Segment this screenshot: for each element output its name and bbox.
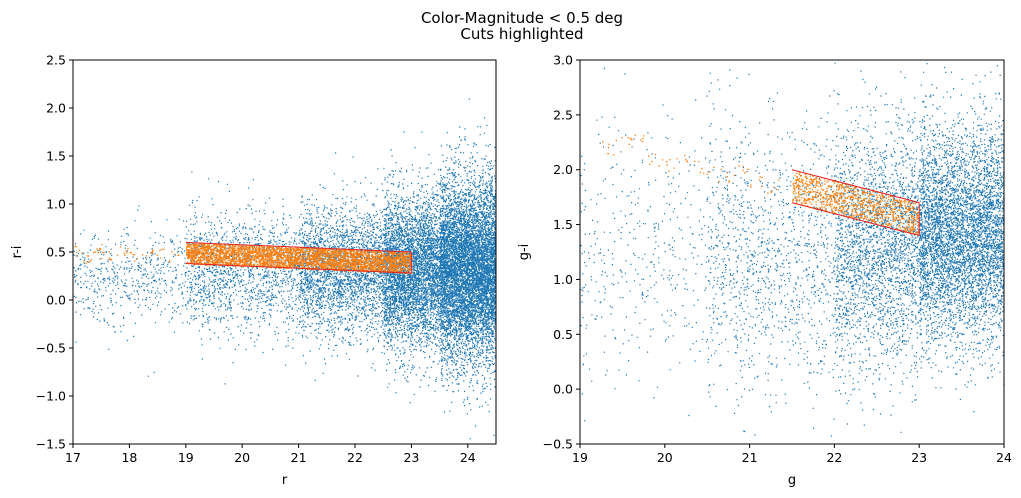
- y-tick-label: 0.5: [46, 245, 66, 260]
- y-tick-label: 2.5: [46, 53, 66, 68]
- y-tick-label: 2.0: [46, 101, 66, 116]
- x-tick-label: 21: [291, 450, 307, 465]
- cut-lower-line: [185, 263, 412, 274]
- cut-upper-line: [185, 241, 412, 253]
- x-tick-label: 20: [234, 450, 250, 465]
- y-tick-label: −0.5: [543, 437, 573, 452]
- figure-title-line2: Cuts highlighted: [460, 25, 583, 43]
- x-tick-label: 22: [347, 450, 363, 465]
- x-tick-label: 24: [460, 450, 476, 465]
- cut-upper-line: [791, 169, 920, 204]
- x-tick-label: 23: [403, 450, 419, 465]
- x-axis-label: g: [788, 473, 796, 488]
- x-tick-label: 17: [65, 450, 81, 465]
- y-tick-label: −1.5: [36, 437, 66, 452]
- y-tick-label: 1.0: [46, 197, 66, 212]
- y-tick-label: 1.0: [553, 272, 573, 287]
- y-tick-label: −0.5: [36, 341, 66, 356]
- y-axis-label: g-i: [517, 244, 532, 261]
- y-tick-label: 0.0: [46, 293, 66, 308]
- plot-area: [580, 62, 1004, 437]
- x-tick-label: 23: [911, 450, 927, 465]
- chart-right-g-vs-gi: 19 20 21 22 23 24 −0.5 0.0 0.5 1.0 1.5 2.0 2.5 3.0 g g-…: [517, 53, 1012, 489]
- y-axis-label: r-i: [10, 246, 25, 259]
- y-tick-label: 2.5: [553, 107, 573, 122]
- y-tick-label: −1.0: [36, 389, 66, 404]
- x-axis-label: r: [282, 473, 288, 488]
- x-tick-label: 21: [742, 450, 758, 465]
- y-tick-label: 1.5: [46, 149, 66, 164]
- x-tick-label: 20: [657, 450, 673, 465]
- plot-area: [73, 98, 496, 440]
- figure-title-line1: Color-Magnitude < 0.5 deg: [421, 9, 623, 27]
- selected-star-points: [74, 243, 413, 275]
- x-tick-label: 19: [572, 450, 588, 465]
- y-tick-label: 3.0: [553, 53, 573, 68]
- axes-frame: [579, 59, 1005, 445]
- y-tick-label: 0.5: [553, 327, 573, 342]
- cut-lower-line: [791, 202, 920, 237]
- y-tick-label: 1.5: [553, 217, 573, 232]
- x-tick-label: 18: [121, 450, 137, 465]
- y-tick-label: 2.0: [553, 162, 573, 177]
- x-tick-label: 22: [826, 450, 842, 465]
- chart-left-r-vs-ri: 17 18 19 20 21 22 23 24 −1.5 −1.0 −0.5 0.0 0.5 1.0 1.5…: [10, 53, 497, 488]
- x-tick-label: 24: [996, 450, 1012, 465]
- selected-star-points: [602, 134, 920, 236]
- field-star-points: [580, 62, 1004, 437]
- x-tick-label: 19: [178, 450, 194, 465]
- y-tick-label: 0.0: [553, 382, 573, 397]
- field-star-points: [73, 98, 496, 440]
